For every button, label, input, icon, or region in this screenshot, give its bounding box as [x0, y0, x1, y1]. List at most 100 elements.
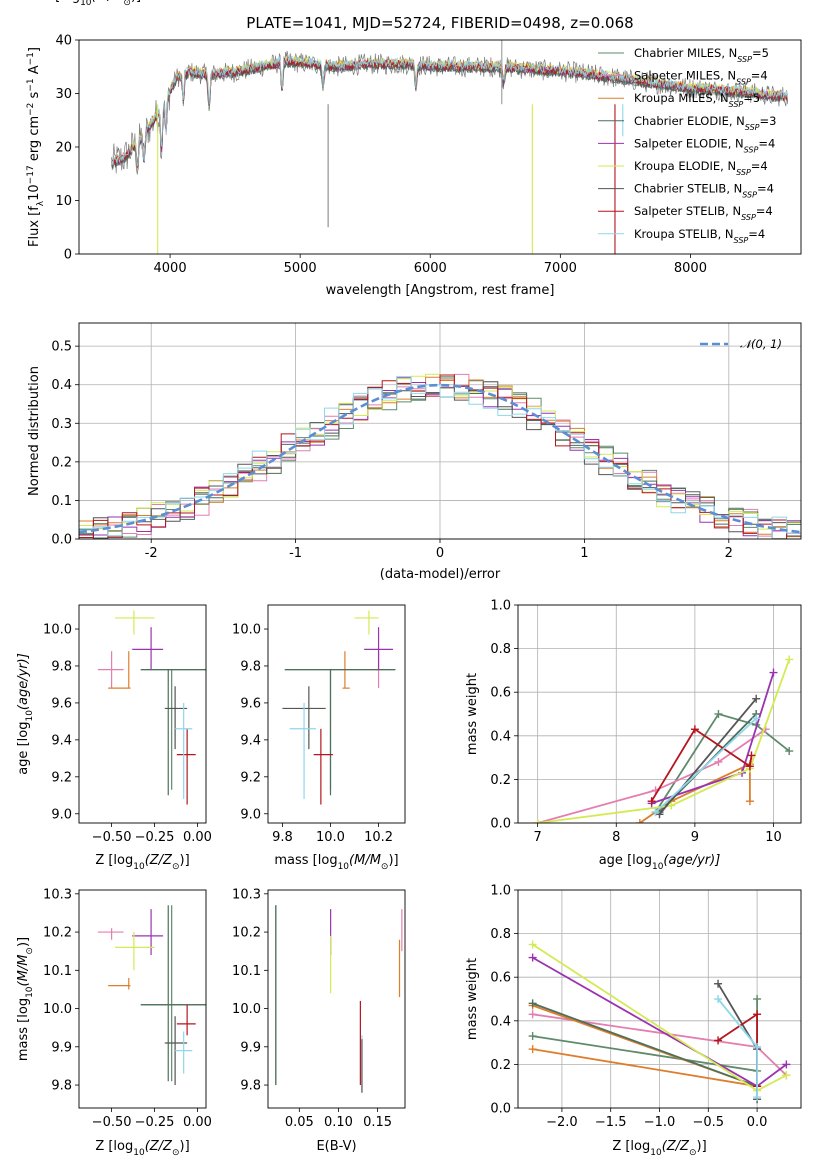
- x-axis-label: wavelength [Angstrom, rest frame]: [326, 283, 555, 298]
- y-tick-label: 1.0: [490, 884, 511, 899]
- y-axis-label: mass weight: [465, 958, 480, 1040]
- y-tick-label: 10: [55, 194, 72, 209]
- legend-name: Salpeter MILES, N: [634, 69, 736, 83]
- x-tick-label: 2: [725, 546, 733, 561]
- y-tick-label: 0.0: [490, 817, 511, 832]
- x-tick-label: −1.5: [595, 1115, 627, 1130]
- y-tick-label: 10.1: [43, 964, 72, 979]
- y-tick-label: 0.2: [490, 1058, 511, 1073]
- residuals-panel: -2 -1 0 1 2 0.0 0.1 0.2 0.3 0.4 0.5: [51, 323, 801, 561]
- label-part: 10: [338, 862, 350, 872]
- x-tick-label: 0.00: [183, 1115, 212, 1130]
- label-part: (M/M: [349, 853, 381, 868]
- legend-entry: Chabrier MILES, NSSP=5: [634, 46, 769, 64]
- age-vs-mass-panel: 9.8 10.0 10.2 9.0 9.2 9.4 9.6 9.8 10.0: [232, 610, 396, 845]
- legend-name: Kroupa ELODIE, N: [634, 159, 736, 173]
- x-tick-label: −0.25: [135, 830, 175, 845]
- label-part: 10: [133, 862, 145, 872]
- y-tick-label: 0: [64, 248, 72, 263]
- y-tick-label: 9.6: [51, 696, 72, 711]
- legend-entry: Kroupa STELIB, NSSP=4: [634, 227, 765, 245]
- y-axis-label: Normed distribution: [27, 366, 42, 496]
- x-tick-label: 6000: [414, 261, 447, 276]
- y-tick-label: 9.4: [240, 733, 261, 748]
- plot-area: [533, 655, 794, 823]
- y-tick-label: 9.9: [51, 1040, 72, 1055]
- x-tick-label: 10.0: [316, 830, 345, 845]
- y-axis-label: mass weight: [465, 673, 480, 755]
- legend-entry: Chabrier STELIB, NSSP=4: [634, 182, 774, 200]
- weight-line: [654, 717, 757, 813]
- label-part: −2: [26, 103, 36, 116]
- y-tick-label: 9.6: [240, 696, 261, 711]
- axes-frame: [78, 322, 802, 540]
- label-part: ⊙: [689, 1148, 697, 1158]
- y-tick-label: 10.2: [43, 926, 72, 941]
- label-part: (age/yr)]: [16, 653, 31, 710]
- y-tick-label: 30: [55, 87, 72, 102]
- y-tick-label: 9.8: [240, 1079, 261, 1094]
- plot-area: [97, 905, 206, 1086]
- label-part: mass [log: [17, 0, 80, 4]
- label-part: erg cm: [27, 116, 42, 165]
- label-part: (age/yr)]: [663, 853, 720, 868]
- label-part: )]: [16, 937, 31, 947]
- weight-line: [537, 728, 767, 823]
- plot-area: [97, 610, 206, 805]
- plot-area: [275, 905, 403, 1093]
- weight-line: [537, 659, 791, 823]
- x-tick-label: −0.5: [693, 1115, 725, 1130]
- y-tick-label: 10.2: [232, 926, 261, 941]
- legend-nssp: =5: [743, 91, 760, 105]
- y-tick-label: 9.9: [240, 1040, 261, 1055]
- legend-name: Salpeter ELODIE, N: [634, 136, 744, 150]
- x-tick-label: 7: [534, 830, 542, 845]
- y-tick-label: 0.6: [490, 971, 511, 986]
- x-axis-label: (data-model)/error: [380, 567, 501, 582]
- x-axis-label: E(B-V): [316, 1139, 356, 1154]
- label-part: mass [log: [16, 998, 31, 1061]
- legend-nssp: =3: [760, 114, 777, 128]
- label-part: ⊙: [172, 862, 180, 872]
- y-tick-label: 10.0: [232, 623, 261, 638]
- x-tick-label: 0.0: [747, 1115, 768, 1130]
- label-part: A: [27, 65, 42, 78]
- y-axis-label: mass [log10(M/M⊙)]: [16, 937, 35, 1061]
- x-axis-label: Z [log10(Z/Z⊙)]: [95, 1139, 189, 1158]
- y-tick-label: 9.8: [51, 659, 72, 674]
- legend-nssp: =4: [748, 227, 765, 241]
- x-axis-label: mass [log10(M/M⊙)]: [17, 0, 141, 8]
- legend-sub: SSP: [737, 55, 752, 64]
- y-tick-label: 40: [55, 34, 72, 49]
- x-axis-label: age [log10(age/yr)]: [599, 853, 721, 872]
- x-tick-label: 8000: [674, 261, 707, 276]
- label-part: Z [log: [95, 1139, 133, 1154]
- label-part: ⊙: [381, 862, 389, 872]
- label-part: (M/M: [16, 955, 31, 987]
- label-part: (Z/Z: [662, 1139, 690, 1154]
- x-tick-label: 0.05: [285, 1115, 314, 1130]
- x-axis-label: Z [log10(Z/Z⊙)]: [95, 853, 189, 872]
- label-part: 10: [133, 1148, 145, 1158]
- label-part: λ: [36, 200, 46, 206]
- x-axis-label: Z [log10(Z/Z⊙)]: [612, 1139, 706, 1158]
- y-tick-label: 0.2: [51, 455, 72, 470]
- plot-area: [111, 40, 788, 254]
- y-tick-label: 0.1: [51, 494, 72, 509]
- label-part: −1: [26, 78, 36, 91]
- y-tick-label: 0.4: [490, 1014, 511, 1029]
- label-part: 10: [25, 986, 35, 998]
- x-tick-label: 7000: [544, 261, 577, 276]
- x-tick-label: -2: [145, 546, 158, 561]
- y-tick-label: 0.8: [490, 927, 511, 942]
- y-tick-label: 9.2: [240, 770, 261, 785]
- y-axis-label: Flux [fλ10−17 erg cm−2 s−1 A−1]: [26, 47, 46, 247]
- legend-entry: Salpeter STELIB, NSSP=4: [634, 204, 773, 222]
- legend-sub: SSP: [729, 100, 744, 109]
- legend-nssp: =5: [752, 46, 769, 60]
- legend-sub: SSP: [745, 122, 760, 131]
- label-part: (Z/Z: [145, 853, 173, 868]
- y-tick-label: 1.0: [490, 599, 511, 614]
- legend-sub: SSP: [736, 168, 751, 177]
